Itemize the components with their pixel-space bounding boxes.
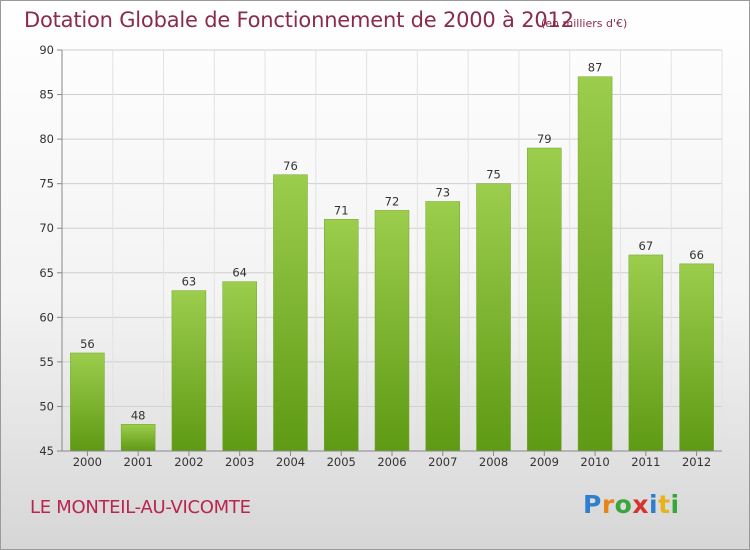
x-tick-label-2004: 2004 bbox=[276, 455, 305, 469]
x-tick-label-2005: 2005 bbox=[327, 455, 356, 469]
value-label-2008: 75 bbox=[486, 168, 501, 182]
x-tick-label-2006: 2006 bbox=[377, 455, 406, 469]
bars: 56 48 63 64 76 71 72 73 75 79 87 67 66 bbox=[70, 61, 714, 452]
logo-letter: i bbox=[649, 490, 659, 519]
x-tick-label-2002: 2002 bbox=[174, 455, 203, 469]
x-tick-label-2011: 2011 bbox=[631, 455, 660, 469]
commune-name: LE MONTEIL-AU-VICOMTE bbox=[30, 497, 251, 518]
value-label-2007: 73 bbox=[435, 185, 450, 199]
x-tick-label-2012: 2012 bbox=[682, 455, 711, 469]
value-label-2011: 67 bbox=[639, 239, 654, 253]
bar-2005 bbox=[323, 219, 359, 452]
x-tick-label-2003: 2003 bbox=[225, 455, 254, 469]
axes: 45 50 55 60 65 70 75 80 85 90 2000 2001 2002 2003 2004… bbox=[39, 43, 722, 469]
value-label-2010: 87 bbox=[588, 61, 603, 75]
value-label-2009: 79 bbox=[537, 132, 552, 146]
chart-title: Dotation Globale de Fonctionnement de 20… bbox=[24, 8, 574, 32]
y-tick-label: 50 bbox=[39, 399, 54, 413]
bar-2002 bbox=[171, 290, 207, 452]
y-tick-label: 80 bbox=[39, 132, 54, 146]
x-tick-label-2001: 2001 bbox=[124, 455, 153, 469]
value-label-2005: 71 bbox=[334, 203, 349, 217]
logo-letter: x bbox=[632, 490, 649, 519]
value-label-2006: 72 bbox=[385, 194, 400, 208]
bar-2008 bbox=[476, 183, 511, 452]
value-label-2000: 56 bbox=[80, 337, 95, 351]
bar-2003 bbox=[222, 281, 257, 452]
y-tick-label: 55 bbox=[39, 355, 54, 369]
logo-letter: o bbox=[614, 490, 633, 519]
y-tick-label: 85 bbox=[39, 88, 54, 102]
proxiti-logo: Proxiti bbox=[583, 490, 680, 519]
bar-2009 bbox=[527, 147, 562, 452]
y-tick-label: 65 bbox=[39, 266, 54, 280]
bar-2010 bbox=[577, 76, 613, 452]
bar-2011 bbox=[628, 254, 664, 452]
y-tick-label: 45 bbox=[39, 444, 54, 458]
value-label-2012: 66 bbox=[689, 248, 704, 262]
bar-2000 bbox=[70, 352, 105, 452]
logo-letter: r bbox=[601, 490, 615, 519]
y-tick-label: 70 bbox=[39, 221, 54, 235]
x-tick-label-2008: 2008 bbox=[479, 455, 508, 469]
bar-2007 bbox=[425, 201, 461, 452]
value-label-2003: 64 bbox=[232, 266, 247, 280]
bar-2004 bbox=[273, 174, 308, 452]
logo-letter: P bbox=[583, 490, 602, 519]
bar-2001 bbox=[120, 424, 156, 452]
chart-subtitle: (en milliers d'€) bbox=[541, 17, 628, 30]
y-tick-label: 90 bbox=[39, 43, 54, 57]
y-tick-label: 60 bbox=[39, 310, 54, 324]
value-label-2001: 48 bbox=[131, 408, 146, 422]
x-tick-label-2009: 2009 bbox=[530, 455, 559, 469]
x-tick-label-2000: 2000 bbox=[73, 455, 102, 469]
x-tick-label-2007: 2007 bbox=[428, 455, 457, 469]
bar-2006 bbox=[374, 210, 410, 452]
x-tick-label-2010: 2010 bbox=[580, 455, 609, 469]
value-label-2004: 76 bbox=[283, 159, 298, 173]
y-tick-label: 75 bbox=[39, 177, 54, 191]
logo-letter: t bbox=[658, 490, 671, 519]
bar-2012 bbox=[679, 263, 714, 452]
value-label-2002: 63 bbox=[182, 275, 197, 289]
logo-letter: i bbox=[670, 490, 680, 519]
